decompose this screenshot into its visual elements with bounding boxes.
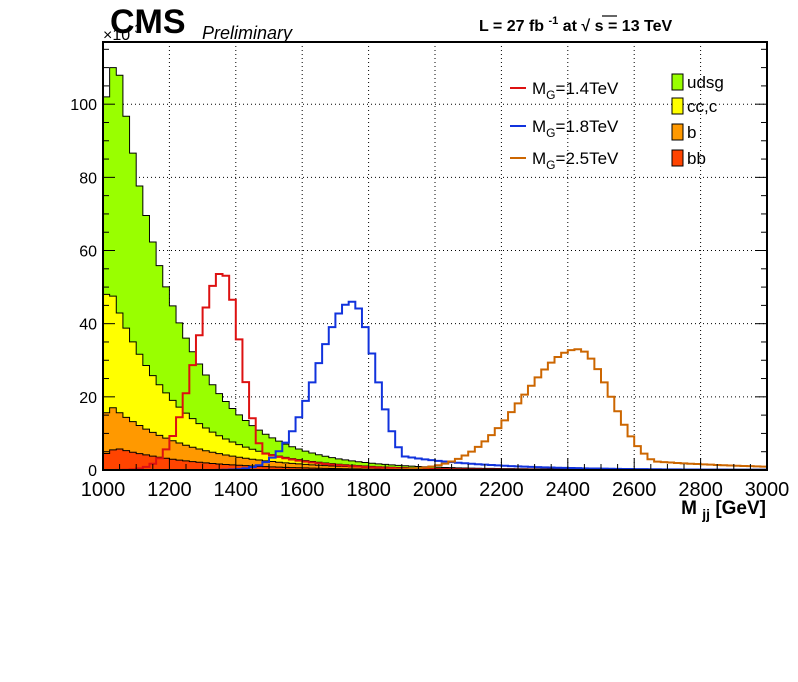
legend-signal-sub: G — [546, 88, 555, 102]
x-tick-label: 2800 — [678, 479, 723, 501]
lumi-exponent: -1 — [549, 15, 559, 27]
y-tick-label: 40 — [79, 317, 97, 334]
legend-signal-label: MG=2.5TeV — [532, 149, 619, 172]
legend-box — [671, 123, 684, 141]
y-tick-label: 100 — [70, 97, 97, 114]
experiment-label: CMS — [110, 3, 186, 41]
legend-box-label: cc,c — [687, 97, 718, 116]
legend-signal-main: M — [532, 79, 546, 98]
legend-box-label: bb — [687, 149, 706, 168]
y-multiplier-prefix: ×10 — [103, 27, 130, 44]
x-tick-label: 2200 — [479, 479, 524, 501]
legend-signal-main: M — [532, 149, 546, 168]
x-tick-label: 1600 — [280, 479, 325, 501]
x-tick-label: 1200 — [147, 479, 192, 501]
axes: 1000 1200 1400 1600 1800 2000 2200 2400 2600 2800… — [70, 48, 790, 501]
legend-signal-label: MG=1.4TeV — [532, 79, 619, 102]
legend-signal-tail: =1.8TeV — [556, 117, 620, 136]
legend-box — [671, 149, 684, 167]
legend-signal-main: M — [532, 117, 546, 136]
energy-variable: s — [595, 18, 604, 35]
y-tick-label: 80 — [79, 170, 97, 187]
lumi-at: at — [563, 18, 582, 35]
legend-signal-tail: =2.5TeV — [556, 149, 620, 168]
legend-signal-tail: =1.4TeV — [556, 79, 620, 98]
status-label: Preliminary — [202, 23, 293, 43]
energy-value: = 13 TeV — [608, 18, 673, 35]
legend-box — [671, 97, 684, 115]
legend-box — [671, 73, 684, 91]
x-label-subscript: jj — [701, 506, 710, 522]
y-tick-label: 20 — [79, 390, 97, 407]
x-tick-label: 2000 — [413, 479, 458, 501]
x-label-tail: [GeV] — [715, 498, 766, 519]
y-tick-label: 60 — [79, 244, 97, 261]
x-tick-label: 1400 — [214, 479, 259, 501]
legend-signal-sub: G — [546, 158, 555, 172]
x-label-main: M — [681, 498, 697, 519]
x-tick-label: 2400 — [546, 479, 591, 501]
legend-box-label: udsg — [687, 73, 724, 92]
y-tick-label: 0 — [88, 463, 97, 480]
x-tick-label: 2600 — [612, 479, 657, 501]
lumi-prefix: L = 27 fb — [479, 18, 544, 35]
luminosity-label: L = 27 fb -1 at √ s = 13 TeV — [479, 11, 673, 35]
legend-signal-label: MG=1.8TeV — [532, 117, 619, 140]
sqrt-symbol: √ — [581, 18, 590, 35]
y-multiplier-exponent: 3 — [135, 22, 142, 36]
x-axis-label: M jj [GeV] — [681, 498, 766, 524]
x-tick-label: 1800 — [346, 479, 391, 501]
y-axis-multiplier: ×10 3 — [103, 22, 142, 44]
x-tick-label: 1000 — [81, 479, 126, 501]
x-tick-label: 3000 — [745, 479, 790, 501]
legend-signal-sub: G — [546, 126, 555, 140]
legend-box-label: b — [687, 123, 696, 142]
